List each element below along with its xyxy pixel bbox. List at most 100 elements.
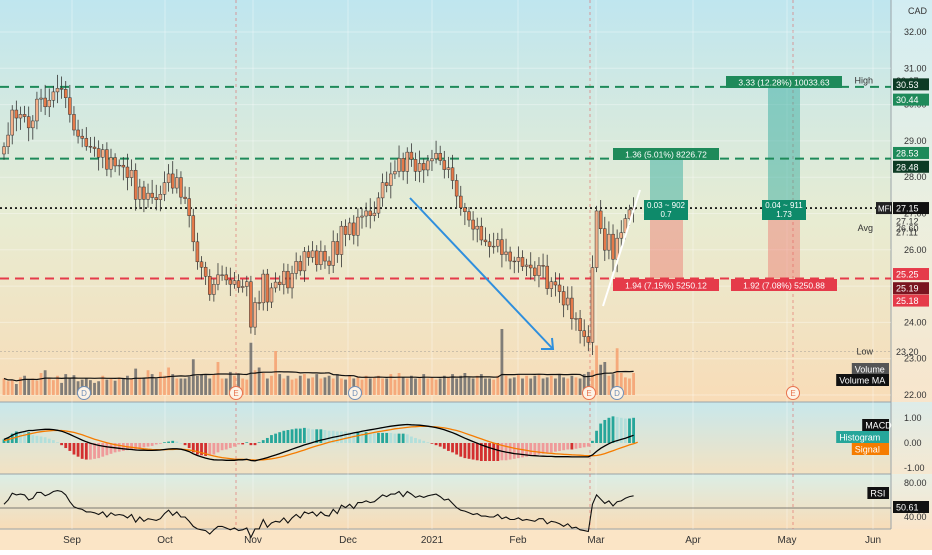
candle <box>224 274 228 281</box>
macd-histogram-bar <box>261 440 265 443</box>
candle <box>277 281 282 285</box>
volume-bar <box>224 378 228 395</box>
volume-bar <box>241 378 245 395</box>
stop-label: 1.92 (7.08%) 5250.88 <box>743 281 825 291</box>
candle <box>384 182 389 186</box>
candle <box>471 219 475 230</box>
candle <box>92 146 97 149</box>
candle <box>10 109 14 136</box>
stop-label: 1.94 (7.15%) 5250.12 <box>625 281 707 291</box>
level-tag: 25.18 <box>896 296 919 306</box>
candle <box>314 250 319 265</box>
volume-bar <box>471 378 475 395</box>
volume-bar <box>397 373 401 395</box>
candle <box>545 265 549 289</box>
candle <box>195 241 200 263</box>
event-marker-label: D <box>614 389 620 398</box>
macd-histogram-bar <box>335 431 339 443</box>
volume-bar <box>233 375 236 395</box>
macd-histogram-bar <box>56 442 59 443</box>
volume-bar <box>558 374 561 395</box>
macd-histogram-bar <box>405 434 409 443</box>
entry-label: 0.7 <box>660 210 672 219</box>
time-axis[interactable] <box>0 529 932 550</box>
event-marker-label: D <box>352 389 358 398</box>
rsi-pane[interactable] <box>0 474 932 529</box>
candle <box>409 151 414 160</box>
stop-label-bg <box>731 279 837 291</box>
candle <box>541 265 545 267</box>
macd-histogram-bar <box>484 443 487 461</box>
macd-tick-label: 1.00 <box>904 413 922 423</box>
volume-bar <box>31 378 35 395</box>
x-tick-label: Nov <box>244 535 262 546</box>
volume-bar <box>113 380 117 395</box>
macd-histogram-bar <box>623 418 627 443</box>
volume-bar <box>204 375 208 395</box>
volume-bar <box>533 375 537 395</box>
macd-histogram-bar <box>582 443 586 448</box>
macd-histogram-bar <box>475 443 479 461</box>
event-marker-label: D <box>81 389 87 398</box>
volume-bar <box>261 373 265 395</box>
candle <box>611 233 615 260</box>
volume-bar <box>97 381 101 395</box>
volume-bar <box>245 379 249 395</box>
candle <box>68 97 72 115</box>
macd-histogram-bar <box>2 439 6 443</box>
macd-histogram-bar <box>216 443 220 453</box>
macd-histogram-bar <box>595 430 598 443</box>
candle <box>249 281 253 328</box>
volume-bar <box>126 375 129 395</box>
macd-histogram-bar <box>117 443 121 452</box>
candle <box>105 149 109 170</box>
candle <box>183 196 187 199</box>
x-tick-label: Feb <box>509 535 527 546</box>
candle <box>479 225 484 241</box>
candle <box>43 97 47 108</box>
volume-bar <box>463 373 467 395</box>
volume-bar <box>117 377 121 395</box>
macd-histogram-bar <box>467 443 471 459</box>
macd-histogram-bar <box>541 443 545 454</box>
volume-bar <box>414 378 417 395</box>
x-tick-label: Oct <box>157 535 173 546</box>
macd-tick-label: -1.00 <box>904 463 925 473</box>
candle <box>594 210 599 268</box>
volume-bar <box>377 375 380 395</box>
event-marker <box>786 386 800 400</box>
candle <box>22 114 27 117</box>
x-tick-label: Mar <box>587 535 605 546</box>
macd-line <box>3 423 634 462</box>
macd-histogram-bar <box>463 443 467 459</box>
candle <box>84 138 89 147</box>
macd-histogram-bar <box>426 442 430 443</box>
candle <box>339 225 344 255</box>
macd-histogram-bar <box>562 443 566 451</box>
entry-label: 0.04 ~ 911 <box>765 201 803 210</box>
macd-histogram-bar <box>619 417 623 443</box>
candle <box>294 261 298 274</box>
volume-bar <box>200 374 203 395</box>
low-value: 23.20 <box>896 347 919 357</box>
macd-histogram-bar <box>516 443 520 459</box>
candle <box>504 251 508 255</box>
level-tag-bg <box>893 146 929 159</box>
macd-histogram-bar <box>154 443 158 445</box>
volume-bar <box>315 374 319 395</box>
macd-tick-label: 0.00 <box>904 438 922 448</box>
candle <box>520 257 525 267</box>
macd-histogram-bar <box>97 443 101 459</box>
candle <box>491 245 496 248</box>
macd-histogram-bar <box>340 431 343 443</box>
candle <box>528 264 533 269</box>
volume-bar <box>68 378 72 395</box>
avg-value: 26.60 <box>896 224 919 234</box>
candle <box>265 273 270 303</box>
macd-histogram-bar <box>31 435 35 443</box>
volume-bar <box>51 380 55 395</box>
volume-bar <box>484 378 487 395</box>
candle <box>578 318 582 331</box>
